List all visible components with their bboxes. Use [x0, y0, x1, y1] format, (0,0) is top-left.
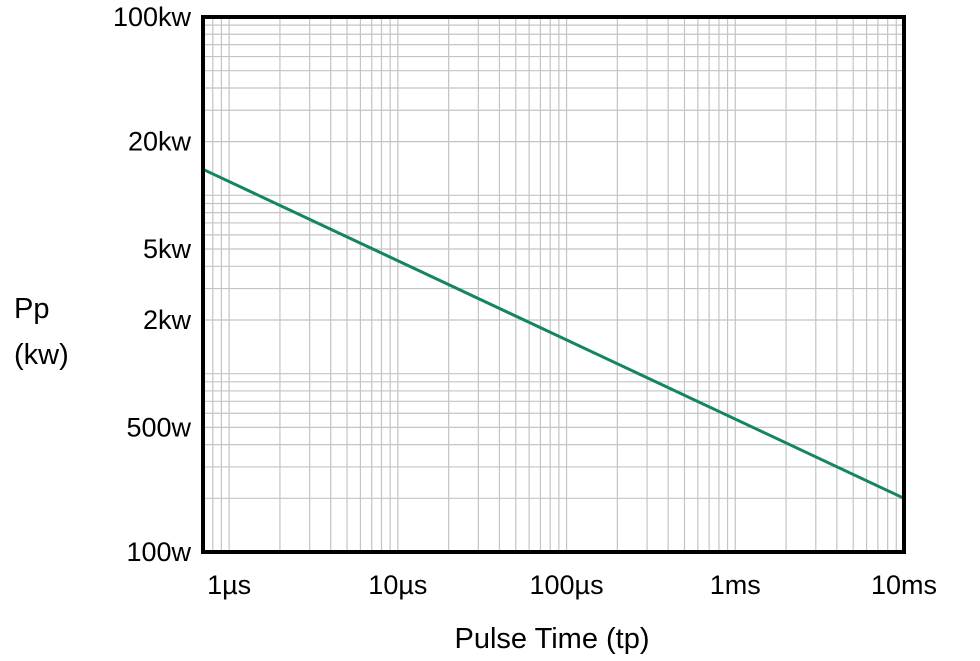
y-tick-label: 2kw — [143, 305, 192, 335]
x-tick-labels: 1µs 10µs 100µs 1ms 10ms — [207, 570, 937, 600]
x-axis-label: Pulse Time (tp) — [455, 623, 650, 655]
y-tick-label: 5kw — [143, 234, 192, 264]
y-tick-label: 100w — [126, 537, 191, 567]
y-tick-labels: 100kw 20kw 5kw 2kw 500w 100w — [113, 2, 192, 567]
y-tick-label: 20kw — [128, 127, 192, 157]
series-layer — [202, 167, 905, 500]
y-tick-label: 500w — [126, 412, 191, 442]
y-axis-label-line-2: (kw) — [14, 339, 69, 371]
y-axis-label-line-1: Pp — [14, 293, 49, 325]
x-tick-label: 1µs — [207, 570, 251, 600]
series-line — [202, 167, 905, 500]
plot-frame — [201, 15, 906, 554]
x-tick-label: 100µs — [530, 570, 604, 600]
y-tick-label: 100kw — [113, 2, 192, 32]
x-tick-label: 10ms — [871, 570, 937, 600]
x-tick-label: 1ms — [710, 570, 761, 600]
x-tick-label: 10µs — [368, 570, 427, 600]
grid — [203, 17, 904, 552]
